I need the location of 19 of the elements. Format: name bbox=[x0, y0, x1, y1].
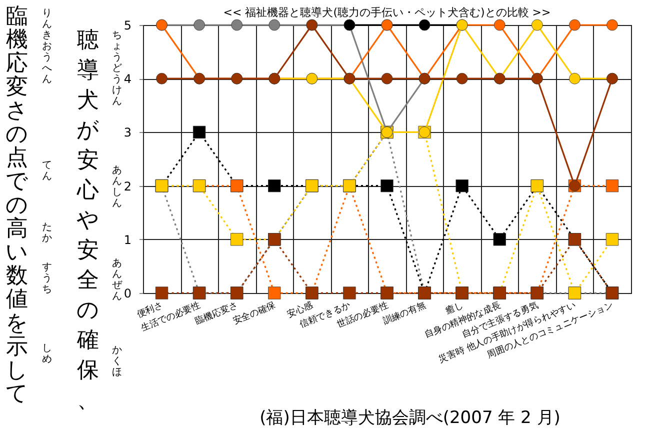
text: すうち bbox=[42, 262, 52, 295]
y-tick-label: 4 bbox=[124, 72, 132, 86]
text: ちょうどうけん bbox=[112, 30, 122, 107]
text: しめ bbox=[42, 343, 52, 365]
y-tick-label: 2 bbox=[124, 179, 132, 194]
text: あんしん bbox=[112, 165, 122, 209]
text: たか bbox=[42, 222, 52, 244]
text: (福)日本聴導犬協会調べ(2007 年 2 月) bbox=[260, 408, 560, 428]
text: てん bbox=[42, 160, 52, 182]
y-tick-label: 0 bbox=[124, 286, 132, 300]
y-tick-label: 3 bbox=[124, 126, 132, 140]
text: 聴導犬が安心や安全の確保、 bbox=[76, 28, 100, 413]
text: かくほ bbox=[112, 345, 122, 378]
text: 臨機応変さの点での高い数値を示して bbox=[6, 4, 28, 407]
text: りんきおうへん bbox=[42, 8, 52, 85]
y-tick-label: 1 bbox=[124, 232, 132, 247]
y-tick-label: 5 bbox=[124, 18, 132, 32]
text: あんぜん bbox=[112, 258, 123, 302]
chart-title: << 福祉機器と聴導犬(聴力の手伝い・ペット犬含む)との比較 >> bbox=[223, 6, 551, 19]
